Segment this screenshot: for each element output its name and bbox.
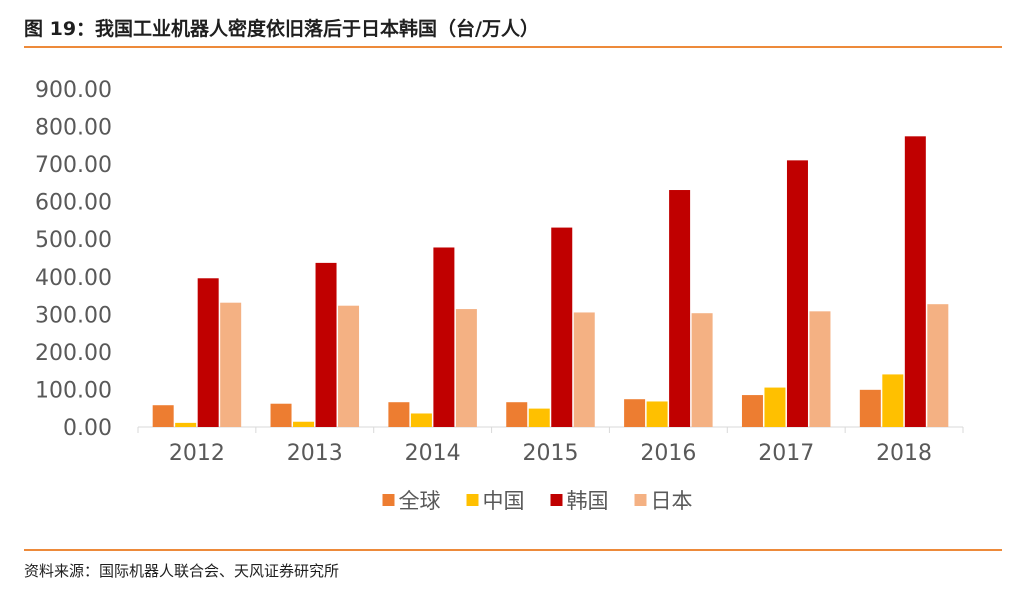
bar [455,309,477,427]
x-tick-label: 2015 [523,441,579,466]
bar [293,421,315,427]
bar [410,413,432,427]
bar [220,302,242,427]
y-tick-label: 400.00 [35,266,112,291]
source-note: 资料来源：国际机器人联合会、天风证券研究所 [24,562,340,580]
x-tick-label: 2013 [287,441,343,466]
bar-chart: 0.00 100.00 200.00 300.00 400.00 500.00 600.00… [35,78,964,513]
bar [904,136,926,427]
source-divider [24,549,1002,551]
bar [551,227,573,427]
y-tick-label: 200.00 [35,341,112,366]
bar [315,262,337,427]
bar [175,422,197,427]
bar [646,401,668,427]
y-tick-label: 900.00 [35,78,112,103]
y-tick-label: 600.00 [35,191,112,216]
plot-area [152,136,949,427]
legend-swatch [550,494,563,506]
x-tick-label: 2014 [405,441,461,466]
bar [741,395,763,427]
x-tick-label: 2018 [876,441,932,466]
bar [197,278,219,427]
x-axis: 2012 2013 2014 2015 2016 2017 2018 [137,427,964,466]
y-tick-label: 300.00 [35,303,112,328]
bar [388,402,410,427]
y-tick-label: 800.00 [35,116,112,141]
bar [624,399,646,427]
y-tick-label: 500.00 [35,228,112,253]
title-divider [24,46,1002,48]
bar [433,247,455,427]
legend-swatch [466,494,479,506]
bar [882,374,904,427]
bar [859,389,881,427]
figure-title: 图 19：我国工业机器人密度依旧落后于日本韩国（台/万人） [24,18,539,40]
y-axis: 0.00 100.00 200.00 300.00 400.00 500.00 600.00… [35,78,112,441]
bar [786,160,808,427]
bar [270,403,292,427]
legend-label: 中国 [483,489,525,513]
legend: 全球 中国 韩国 日本 [382,489,693,513]
y-tick-label: 0.00 [63,416,112,441]
bar [338,305,360,427]
legend-label: 韩国 [567,489,609,513]
bar [669,190,691,427]
y-tick-label: 700.00 [35,153,112,178]
y-tick-label: 100.00 [35,378,112,403]
bar [528,408,550,427]
x-tick-label: 2012 [169,441,225,466]
legend-swatch [382,494,395,506]
legend-label: 全球 [399,489,441,513]
legend-label: 日本 [651,489,693,513]
bar [927,304,949,427]
bar [809,311,831,427]
bar [764,387,786,427]
x-tick-label: 2016 [640,441,696,466]
bar [691,313,713,427]
bar [573,312,595,427]
bar [506,402,528,427]
bar [152,405,174,427]
x-tick-label: 2017 [758,441,814,466]
legend-swatch [634,494,647,506]
